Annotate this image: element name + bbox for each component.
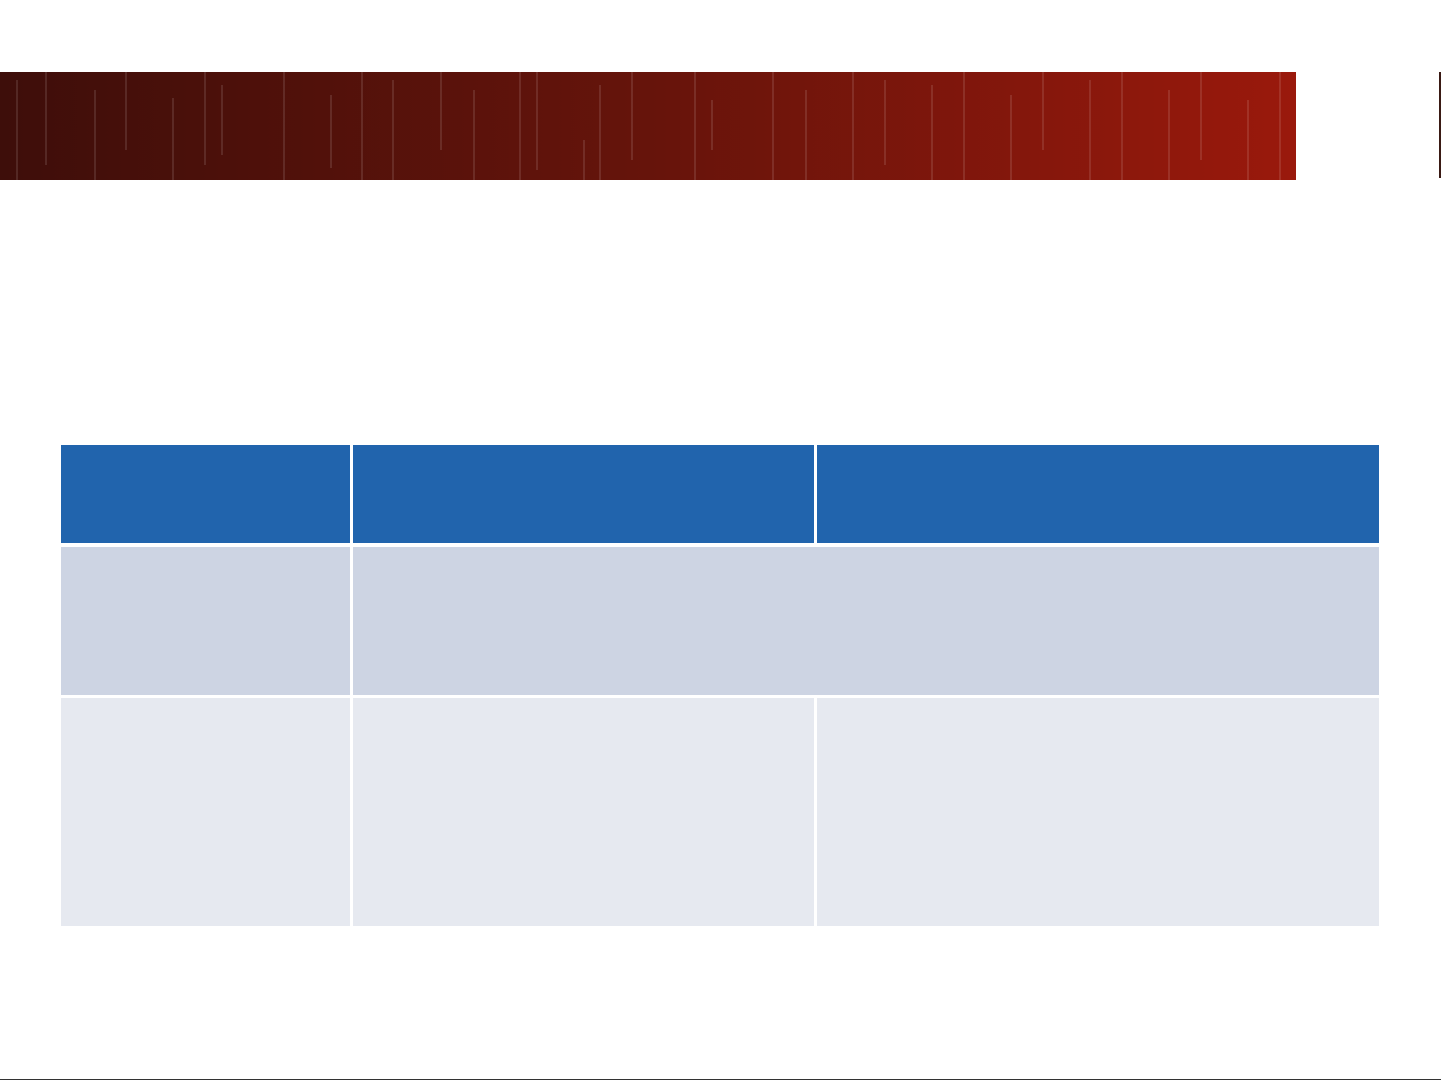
table-cell — [353, 698, 814, 926]
header-cell — [61, 445, 350, 543]
header-banner — [0, 72, 1296, 180]
table-cell — [353, 547, 1379, 695]
table-cell — [817, 698, 1379, 926]
table-cell — [61, 698, 350, 926]
header-cell — [817, 445, 1379, 543]
banner-stripes — [16, 72, 1281, 180]
table-cell — [61, 547, 350, 695]
header-cell — [353, 445, 814, 543]
